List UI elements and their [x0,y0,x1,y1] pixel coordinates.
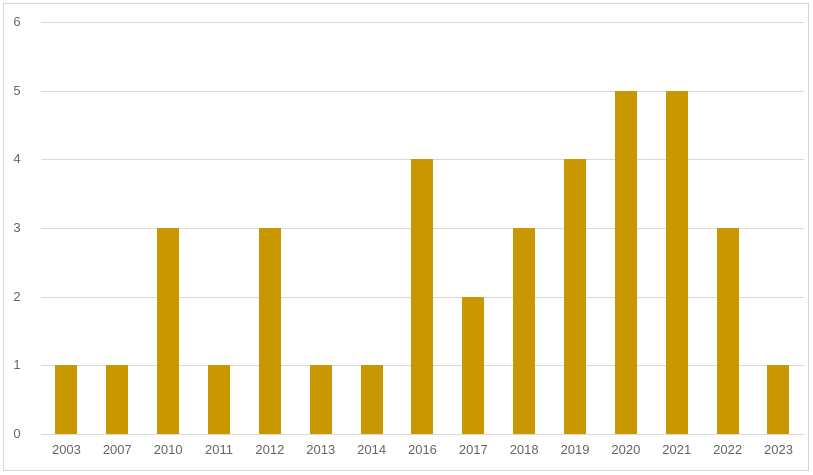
bar-column-2018 [499,22,550,434]
bar-2021 [665,91,688,434]
bar-column-2003 [41,22,92,434]
gridline-y5 [41,91,804,92]
bar-column-2011 [194,22,245,434]
x-tick-label-2013: 2013 [306,442,336,457]
bar-column-2020 [600,22,651,434]
x-tick-label-2011: 2011 [205,442,233,457]
y-axis: 0 1 2 3 4 5 6 [4,14,34,441]
bar-2018 [513,228,536,434]
x-tick-label-2010: 2010 [153,442,183,457]
plot-area [41,22,804,435]
bar-2023 [767,365,790,434]
bar-2016 [411,159,434,434]
y-tick-label: 6 [13,14,21,29]
y-tick-label: 5 [13,83,21,98]
bar-column-2023 [753,22,804,434]
bar-2013 [309,365,332,434]
bar-column-2022 [702,22,753,434]
x-tick-label-2023: 2023 [764,442,793,457]
x-tick-label-2017: 2017 [458,442,488,457]
chart-frame: 0 1 2 3 4 5 6 2003 2007 2010 2011 2012 2013 2014 2016… [3,3,809,471]
y-tick-label: 0 [13,426,21,441]
x-axis: 2003 2007 2010 2011 2012 2013 2014 2016 2017 2018… [41,441,804,459]
x-tick-label-2022: 2022 [713,442,743,457]
y-tick-label: 4 [13,151,21,166]
x-tick-label-2016: 2016 [407,442,437,457]
x-tick-label-2018: 2018 [509,442,539,457]
bar-column-2014 [346,22,397,434]
bar-2017 [462,297,485,434]
bar-column-2007 [92,22,143,434]
y-tick-label: 3 [13,220,21,235]
bar-2019 [564,159,587,434]
bar-2012 [258,228,281,434]
bar-column-2012 [244,22,295,434]
bar-2007 [106,365,129,434]
gridline-y0 [41,434,804,435]
bar-column-2010 [143,22,194,434]
x-tick-label-2014: 2014 [357,442,387,457]
bar-2003 [55,365,78,434]
x-tick-label-2021: 2021 [662,442,692,457]
bar-column-2017 [448,22,499,434]
bar-2022 [716,228,739,434]
y-tick-label: 1 [13,357,21,372]
y-tick-label: 2 [13,289,21,304]
x-tick-label-2020: 2020 [611,442,641,457]
x-tick-label-2019: 2019 [560,442,590,457]
x-tick-label-2007: 2007 [102,442,132,457]
bar-column-2021 [651,22,702,434]
bars-row [41,22,804,434]
bar-column-2016 [397,22,448,434]
bar-2011 [208,365,230,434]
x-tick-label-2003: 2003 [51,442,81,457]
bar-column-2013 [295,22,346,434]
bar-2010 [157,228,180,434]
bar-2014 [360,365,383,434]
x-tick-label-2012: 2012 [255,442,285,457]
bar-column-2019 [550,22,601,434]
bar-2020 [614,91,637,434]
gridline-y6 [41,22,804,23]
